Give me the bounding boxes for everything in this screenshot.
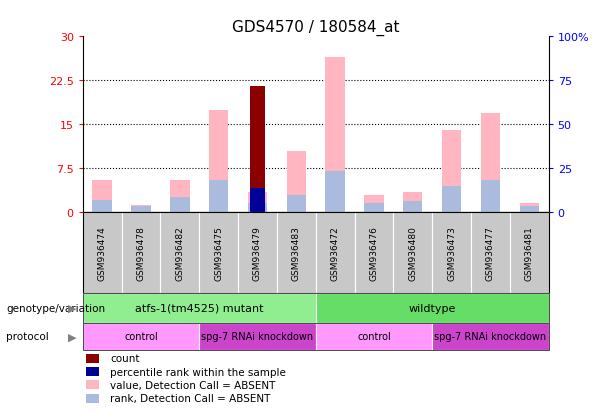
Text: GSM936481: GSM936481 [525,225,534,280]
Text: count: count [110,354,140,363]
Bar [326,58,345,213]
Bar [93,180,112,213]
Text: spg-7 RNAi knockdown: spg-7 RNAi knockdown [202,331,313,342]
Text: GSM936480: GSM936480 [408,225,417,280]
Bar [250,188,265,213]
Bar [326,171,345,213]
Bar [403,192,422,213]
Text: percentile rank within the sample: percentile rank within the sample [110,367,286,377]
Text: GSM936483: GSM936483 [292,225,301,280]
Bar [519,204,539,213]
Bar [250,87,265,213]
Bar [403,201,422,213]
Text: GSM936473: GSM936473 [447,225,456,280]
Bar [131,206,151,213]
Text: rank, Detection Call = ABSENT: rank, Detection Call = ABSENT [110,393,271,403]
Bar [209,110,228,213]
Bar [93,200,112,213]
Bar [170,180,189,213]
Bar [519,206,539,213]
Text: GSM936475: GSM936475 [214,225,223,280]
Bar [442,131,462,213]
Bar [287,151,306,213]
Text: ▶: ▶ [68,303,77,313]
Bar [248,192,267,213]
Text: genotype/variation: genotype/variation [6,303,105,313]
Text: GSM936472: GSM936472 [330,225,340,280]
Bar [170,198,189,213]
Bar [481,113,500,213]
Bar [248,204,267,213]
Text: ▶: ▶ [68,331,77,342]
Text: spg-7 RNAi knockdown: spg-7 RNAi knockdown [435,331,546,342]
Bar [442,186,462,213]
Bar [209,180,228,213]
Text: GSM936478: GSM936478 [137,225,145,280]
Text: control: control [357,331,391,342]
Bar [131,206,151,213]
Title: GDS4570 / 180584_at: GDS4570 / 180584_at [232,20,400,36]
Bar [364,204,384,213]
Text: GSM936477: GSM936477 [486,225,495,280]
Text: value, Detection Call = ABSENT: value, Detection Call = ABSENT [110,380,276,390]
Bar [481,180,500,213]
Text: GSM936479: GSM936479 [253,225,262,280]
Text: protocol: protocol [6,331,49,342]
Text: control: control [124,331,158,342]
Bar [364,195,384,213]
Text: GSM936474: GSM936474 [97,225,107,280]
Text: atfs-1(tm4525) mutant: atfs-1(tm4525) mutant [135,303,264,313]
Text: GSM936482: GSM936482 [175,225,185,280]
Text: wildtype: wildtype [408,303,456,313]
Bar [287,195,306,213]
Text: GSM936476: GSM936476 [370,225,378,280]
